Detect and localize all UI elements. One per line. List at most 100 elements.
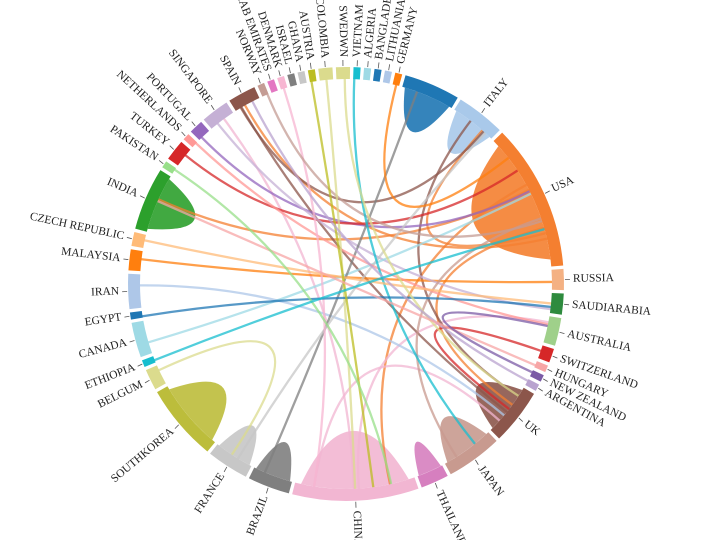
label-vietnam: VIETNAM — [351, 4, 366, 58]
arc-southkorea — [157, 386, 215, 452]
arc-ghana — [297, 70, 307, 85]
arc-singapore — [203, 102, 234, 129]
tick-switzerland — [552, 355, 558, 359]
tick-ethiopia — [137, 363, 143, 367]
arc-new-zealand — [529, 370, 544, 382]
ribbon-turkey-to-usa — [184, 154, 519, 225]
arc-france — [210, 444, 252, 477]
ribbon-ethiopia-to-usa — [153, 227, 546, 362]
tick-netherlands — [181, 131, 186, 137]
ribbon-netherlands-to-australia — [194, 142, 550, 326]
tick-turkey — [169, 145, 174, 150]
ribbon-spain-to-italy — [239, 106, 485, 204]
tick-argentina — [538, 387, 543, 392]
ribbon-thailand-to-thailand — [414, 441, 441, 476]
arc-brazil — [248, 467, 292, 494]
ribbon-switzerland-to-uk — [433, 326, 542, 411]
label-czech-republic: CZECH REPUBLIC — [29, 211, 126, 243]
tick-bangladesh — [377, 62, 380, 69]
tick-southkorea — [174, 424, 180, 429]
arc-denmark — [277, 75, 288, 90]
arc-netherlands — [183, 134, 198, 148]
arc-portugal — [190, 121, 210, 141]
ribbon-italy-to-italy — [447, 110, 490, 154]
tick-thailand — [434, 482, 438, 489]
ribbon-germany-to-usa — [383, 84, 510, 208]
label-italy: ITALY — [482, 76, 512, 109]
tick-pakistan — [158, 160, 164, 165]
ribbon-usa-to-china — [380, 183, 528, 486]
ribbon-uk-to-spain — [240, 106, 509, 414]
tick-belgum — [144, 379, 150, 384]
tick-norway — [258, 77, 261, 84]
arc-india — [135, 170, 171, 232]
ribbon-austria-to-china — [310, 80, 375, 489]
ribbon-swedwn-to-uk — [343, 77, 520, 398]
label-southkorea: SOUTHKOREA — [109, 425, 177, 485]
arc-iran — [128, 273, 142, 310]
ribbon-china-to-uk — [312, 364, 501, 488]
tick-ghana — [299, 64, 302, 71]
label-saudiarabia: SAUDIARABIA — [571, 299, 652, 318]
tick-australia — [559, 331, 565, 334]
tick-malaysia — [123, 258, 129, 261]
arc-argentina — [525, 379, 540, 391]
arc-saudiarabia — [549, 293, 564, 315]
ribbon-pakistan-to-china — [173, 168, 393, 486]
ribbon-czech-republic-to-saudiarabia — [143, 239, 553, 305]
tick-uarab-emirates — [268, 73, 271, 80]
arc-russia — [551, 268, 564, 291]
arc-colombia — [318, 67, 334, 81]
arcs-layer — [128, 66, 564, 501]
arc-austria — [307, 69, 317, 83]
ribbon-southkorea-to-southkorea — [169, 381, 227, 440]
label-japan: JAPAN — [476, 463, 507, 499]
arc-canada — [131, 320, 153, 358]
tick-spain — [238, 87, 242, 93]
ribbon-new-zealand-to-australia — [441, 311, 549, 374]
label-uk: UK — [522, 418, 543, 438]
tick-portugal — [191, 121, 196, 127]
label-china: CHINA — [350, 510, 364, 540]
tick-singapore — [210, 104, 215, 111]
tick-japan — [475, 459, 479, 465]
ribbon-norway-to-usa — [266, 93, 544, 238]
arc-china — [292, 477, 419, 501]
ribbon-belgum-to-france — [157, 340, 277, 456]
tick-new-zealand — [542, 378, 548, 382]
label-swedwn: SWEDWN — [336, 5, 349, 58]
arc-ethiopia — [141, 356, 156, 367]
arc-belgum — [145, 365, 166, 390]
arc-swedwn — [335, 66, 351, 80]
tick-usa — [544, 190, 550, 194]
tick-egypt — [124, 315, 130, 318]
tick-czech-republic — [126, 237, 132, 240]
ribbon-usa-to-spain — [243, 104, 549, 250]
label-spain: SPAIN — [217, 53, 243, 88]
arc-vietnam — [353, 67, 361, 80]
label-iran: IRAN — [91, 285, 120, 298]
ribbon-singapore-to-saudiarabia — [216, 122, 552, 311]
arc-algeria — [363, 67, 372, 81]
tick-lithuania — [388, 64, 391, 71]
tick-germany — [398, 66, 401, 73]
arc-japan — [444, 432, 497, 475]
tick-austria — [309, 62, 312, 69]
label-australia: AUSTRALIA — [566, 328, 633, 354]
arc-thailand — [417, 465, 448, 488]
tick-uk — [518, 417, 524, 422]
tick-israel — [288, 67, 291, 74]
arc-usa — [493, 132, 564, 267]
arc-australia — [543, 316, 562, 346]
arc-israel — [287, 73, 297, 87]
arc-spain — [229, 87, 260, 111]
label-usa: USA — [550, 174, 577, 195]
tick-saudiarabia — [564, 303, 570, 306]
ribbon-denmark-to-china — [282, 87, 327, 488]
arc-lithuania — [382, 70, 392, 84]
ribbons-layer — [138, 77, 554, 490]
label-russia: RUSSIA — [573, 272, 615, 285]
tick-canada — [129, 340, 135, 343]
arc-unnamed — [402, 75, 458, 108]
